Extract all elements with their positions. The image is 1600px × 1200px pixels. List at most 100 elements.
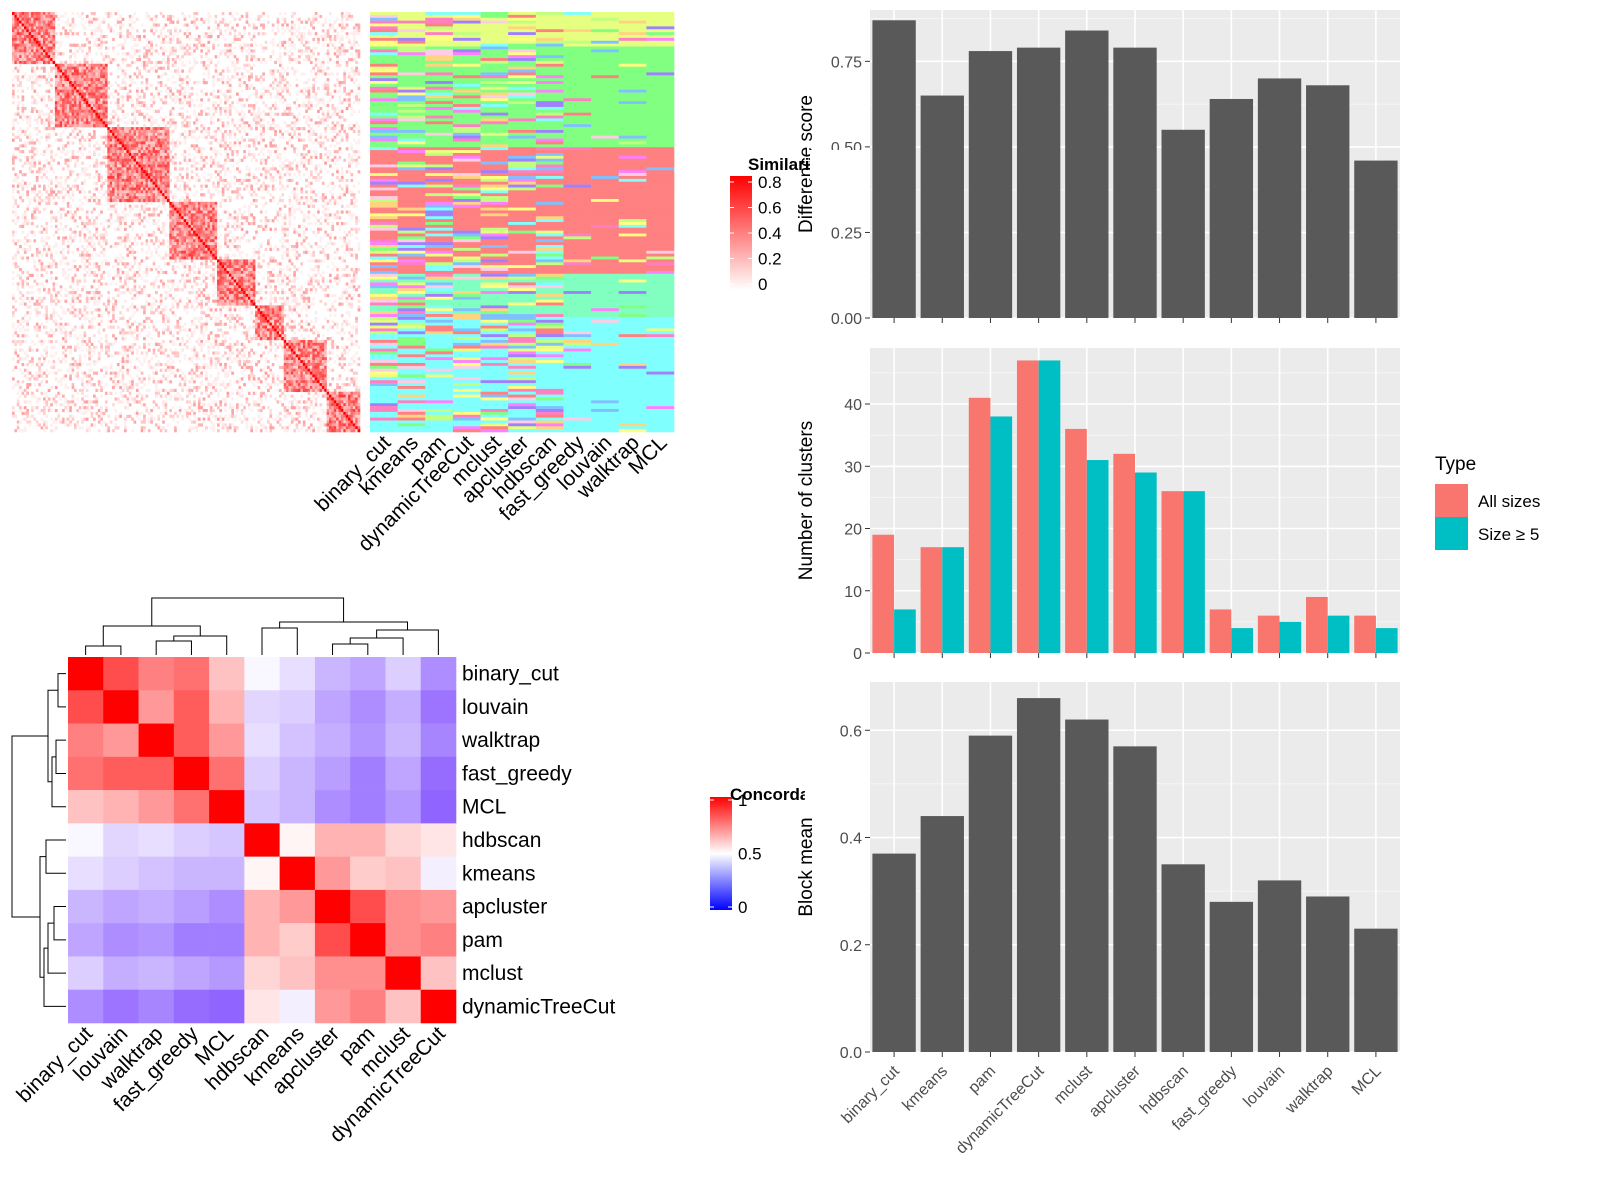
similarity-cell [73, 155, 77, 160]
similarity-cell [114, 167, 118, 171]
similarity-cell [145, 14, 149, 19]
similarity-cell [121, 187, 125, 191]
similarity-cell [193, 155, 196, 160]
similarity-cell [152, 230, 156, 234]
similarity-cell [216, 95, 220, 99]
similarity-cell [183, 187, 187, 191]
similarity-cell [31, 81, 34, 85]
similarity-cell [85, 210, 89, 214]
similarity-cell [319, 216, 323, 220]
similarity-cell [128, 204, 132, 208]
similarity-cell [169, 92, 172, 96]
similarity-cell [200, 55, 203, 59]
similarity-cell [85, 40, 89, 44]
similarity-cell [21, 75, 25, 79]
similarity-cell [155, 158, 158, 162]
similarity-cell [73, 115, 77, 119]
similarity-cell [57, 112, 60, 116]
similarity-cell [109, 193, 113, 197]
similarity-cell [90, 75, 94, 79]
similarity-cell [23, 132, 27, 136]
similarity-cell [219, 129, 223, 134]
similarity-cell [109, 207, 113, 211]
similarity-cell [169, 14, 172, 19]
similarity-cell [121, 150, 125, 154]
similarity-cell [133, 52, 137, 56]
similarity-cell [262, 78, 265, 82]
similarity-cell [66, 118, 70, 122]
similarity-cell [336, 158, 339, 162]
similarity-cell [309, 20, 313, 24]
similarity-cell [195, 43, 199, 47]
similarity-cell [97, 69, 101, 73]
similarity-cell [286, 66, 289, 70]
similarity-cell [314, 167, 318, 171]
similarity-cell [104, 124, 108, 128]
similarity-cell [135, 98, 139, 102]
similarity-cell [226, 81, 230, 85]
similarity-cell [66, 210, 70, 214]
similarity-cell [155, 127, 158, 131]
similarity-cell [90, 115, 94, 119]
similarity-cell [231, 152, 234, 157]
similarity-cell [112, 198, 115, 203]
similarity-cell [195, 138, 199, 142]
similarity-cell [178, 198, 182, 203]
similarity-cell [121, 69, 125, 73]
similarity-cell [152, 49, 156, 53]
similarity-cell [143, 52, 146, 56]
similarity-cell [109, 121, 113, 125]
similarity-cell [97, 72, 101, 76]
similarity-cell [343, 222, 346, 226]
similarity-cell [202, 147, 206, 151]
similarity-cell [293, 227, 296, 231]
similarity-cell [85, 37, 89, 42]
similarity-cell [233, 175, 237, 180]
similarity-cell [357, 29, 361, 33]
similarity-cell [157, 144, 161, 148]
similarity-cell [345, 60, 349, 65]
similarity-cell [245, 12, 249, 16]
similarity-cell [257, 95, 261, 99]
similarity-cell [338, 155, 342, 160]
similarity-cell [145, 187, 149, 191]
similarity-cell [307, 58, 311, 62]
similarity-cell [259, 43, 263, 47]
similarity-cell [186, 204, 189, 208]
similarity-cell [59, 104, 63, 108]
similarity-cell [145, 12, 149, 16]
similarity-cell [107, 173, 111, 177]
similarity-cell [155, 152, 158, 157]
similarity-cell [124, 198, 127, 203]
similarity-cell [121, 43, 125, 47]
similarity-cell [183, 155, 187, 160]
similarity-cell [193, 201, 196, 206]
similarity-cell [259, 219, 263, 223]
similarity-cell [166, 14, 170, 19]
similarity-cell [193, 193, 196, 197]
similarity-cell [81, 222, 84, 226]
similarity-cell [350, 52, 354, 56]
similarity-cell [321, 23, 325, 27]
similarity-cell [33, 101, 37, 105]
similarity-cell [355, 222, 358, 226]
similarity-cell [112, 204, 115, 208]
similarity-cell [188, 198, 192, 203]
similarity-cell [214, 219, 218, 223]
similarity-cell [33, 207, 37, 211]
similarity-cell [66, 135, 70, 139]
similarity-cell [124, 86, 127, 90]
similarity-cell [104, 35, 108, 39]
similarity-cell [33, 81, 37, 85]
similarity-cell [176, 95, 180, 99]
similarity-cell [31, 210, 34, 214]
similarity-cell [145, 170, 149, 174]
similarity-cell [281, 175, 285, 180]
similarity-cell [255, 135, 258, 139]
similarity-cell [152, 161, 156, 165]
similarity-cell [236, 167, 239, 171]
similarity-cell [83, 98, 87, 102]
similarity-cell [59, 184, 63, 188]
similarity-cell [50, 115, 53, 119]
similarity-cell [329, 58, 332, 62]
